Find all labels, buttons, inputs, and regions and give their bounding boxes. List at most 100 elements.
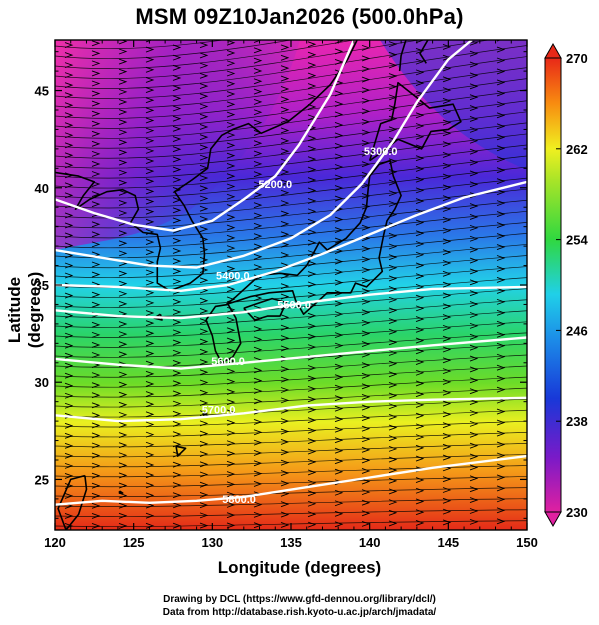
wind-arrow	[496, 375, 506, 382]
wind-arrow	[442, 173, 452, 180]
wind-arrow	[361, 489, 371, 496]
wind-arrow	[253, 450, 263, 456]
wind-arrow	[307, 218, 317, 225]
wind-arrow	[172, 237, 182, 244]
wind-arrow	[361, 267, 371, 273]
wind-arrow	[91, 50, 101, 57]
wind-arrow	[442, 184, 452, 191]
wind-arrow	[334, 90, 344, 97]
wind-arrow	[280, 54, 290, 61]
wind-arrow	[91, 191, 101, 198]
wind-arrow	[253, 501, 263, 508]
streamline	[55, 188, 527, 229]
wind-arrow	[253, 377, 263, 384]
wind-arrow	[199, 93, 209, 100]
wind-arrow	[469, 322, 479, 329]
wind-arrow	[334, 500, 344, 507]
wind-arrow	[91, 90, 101, 97]
streamline	[55, 266, 527, 298]
wind-arrow	[388, 360, 398, 367]
wind-arrow	[199, 461, 209, 468]
wind-arrow	[118, 462, 128, 469]
wind-arrow	[442, 238, 452, 245]
wind-arrow	[253, 150, 263, 157]
wind-arrow	[172, 349, 182, 356]
wind-arrow	[361, 298, 371, 305]
wind-arrow	[199, 338, 209, 345]
wind-arrow	[361, 499, 371, 506]
wind-arrow	[145, 512, 155, 519]
wind-arrow	[145, 482, 155, 489]
wind-arrow	[253, 388, 263, 394]
wind-arrow	[361, 118, 371, 125]
wind-arrow	[442, 422, 452, 429]
wind-arrow	[145, 411, 155, 418]
wind-arrow	[145, 188, 155, 195]
wind-arrow	[469, 50, 479, 57]
wind-arrow	[334, 363, 344, 370]
wind-arrow	[334, 437, 344, 444]
wind-arrow	[442, 87, 452, 94]
wind-arrow	[280, 220, 290, 227]
wind-arrow	[199, 144, 209, 151]
wind-arrow	[334, 521, 344, 528]
wind-arrow	[361, 404, 371, 411]
wind-arrow	[145, 87, 155, 94]
wind-arrow	[280, 366, 290, 373]
wind-arrow	[172, 268, 182, 275]
wind-arrow	[361, 288, 371, 295]
wind-arrow	[145, 56, 155, 63]
streamline	[55, 244, 527, 279]
wind-arrow	[496, 386, 506, 393]
wind-arrow	[334, 195, 344, 202]
wind-arrow	[226, 327, 236, 334]
wind-arrow	[496, 430, 506, 437]
wind-arrow	[199, 134, 209, 141]
wind-arrow	[64, 372, 74, 379]
wind-arrow	[469, 508, 479, 514]
wind-arrow	[226, 440, 236, 447]
wind-arrow	[145, 451, 155, 458]
streamline	[55, 155, 527, 199]
contour-5700.0	[55, 396, 527, 423]
colorbar-tick-label: 270	[566, 51, 588, 66]
wind-arrow	[388, 339, 398, 346]
wind-arrow	[145, 97, 155, 104]
wind-arrow	[334, 468, 344, 475]
streamline	[55, 40, 294, 60]
wind-arrow	[469, 366, 479, 373]
streamline	[55, 520, 527, 527]
wind-arrow	[91, 523, 101, 529]
wind-arrow	[226, 522, 236, 529]
wind-arrow	[64, 52, 74, 59]
wind-arrow	[118, 240, 128, 247]
wind-arrow	[334, 216, 344, 223]
wind-arrow	[173, 40, 174, 41]
wind-arrow	[307, 344, 317, 351]
wind-arrow	[118, 482, 128, 489]
wind-arrow	[253, 212, 263, 219]
wind-arrow	[226, 501, 236, 508]
wind-arrow	[307, 93, 317, 100]
wind-arrow	[280, 480, 290, 487]
wind-arrow	[227, 30, 234, 35]
streamline	[55, 40, 491, 89]
wind-arrow	[172, 156, 182, 163]
wind-arrow	[307, 187, 317, 194]
wind-arrow	[91, 432, 101, 439]
wind-arrow	[199, 308, 209, 314]
wind-arrow	[91, 412, 101, 419]
wind-arrow	[226, 50, 236, 56]
wind-arrow	[280, 252, 290, 258]
wind-arrow	[388, 371, 398, 378]
wind-arrow	[415, 498, 425, 505]
wind-arrow	[145, 208, 155, 215]
wind-arrow	[388, 413, 398, 420]
wind-arrow	[388, 232, 398, 239]
wind-arrow	[442, 119, 452, 126]
wind-arrow	[496, 145, 506, 152]
wind-arrow	[145, 168, 155, 175]
wind-arrow	[199, 420, 209, 427]
wind-arrow	[280, 428, 290, 435]
wind-arrow	[226, 265, 236, 272]
